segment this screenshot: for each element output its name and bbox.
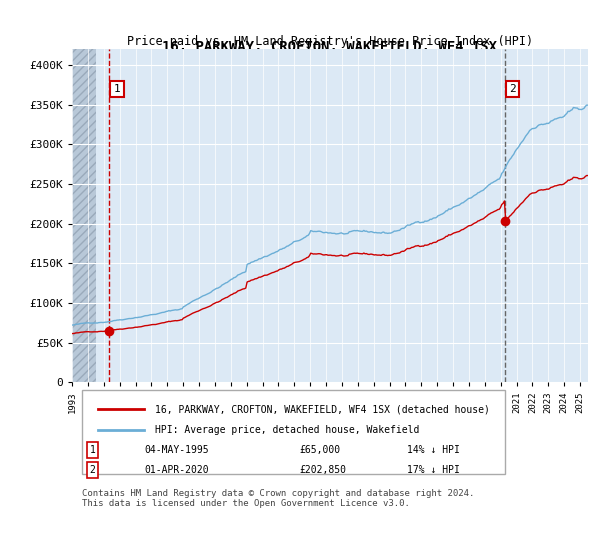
Text: £65,000: £65,000 — [299, 445, 340, 455]
Text: 1: 1 — [114, 84, 121, 94]
Text: 16, PARKWAY, CROFTON, WAKEFIELD, WF4 1SX: 16, PARKWAY, CROFTON, WAKEFIELD, WF4 1SX — [163, 40, 497, 54]
Text: Contains HM Land Registry data © Crown copyright and database right 2024.
This d: Contains HM Land Registry data © Crown c… — [82, 489, 475, 508]
Text: 01-APR-2020: 01-APR-2020 — [144, 465, 209, 475]
Text: 2: 2 — [509, 84, 516, 94]
Text: 2: 2 — [90, 465, 95, 475]
Text: Price paid vs. HM Land Registry's House Price Index (HPI): Price paid vs. HM Land Registry's House … — [127, 35, 533, 48]
Bar — [72, 49, 96, 382]
Text: 14% ↓ HPI: 14% ↓ HPI — [407, 445, 460, 455]
Text: 1: 1 — [90, 445, 95, 455]
Text: HPI: Average price, detached house, Wakefield: HPI: Average price, detached house, Wake… — [155, 425, 419, 435]
FancyBboxPatch shape — [82, 390, 505, 474]
Text: 17% ↓ HPI: 17% ↓ HPI — [407, 465, 460, 475]
Text: £202,850: £202,850 — [299, 465, 346, 475]
Text: 04-MAY-1995: 04-MAY-1995 — [144, 445, 209, 455]
Text: 16, PARKWAY, CROFTON, WAKEFIELD, WF4 1SX (detached house): 16, PARKWAY, CROFTON, WAKEFIELD, WF4 1SX… — [155, 404, 490, 414]
